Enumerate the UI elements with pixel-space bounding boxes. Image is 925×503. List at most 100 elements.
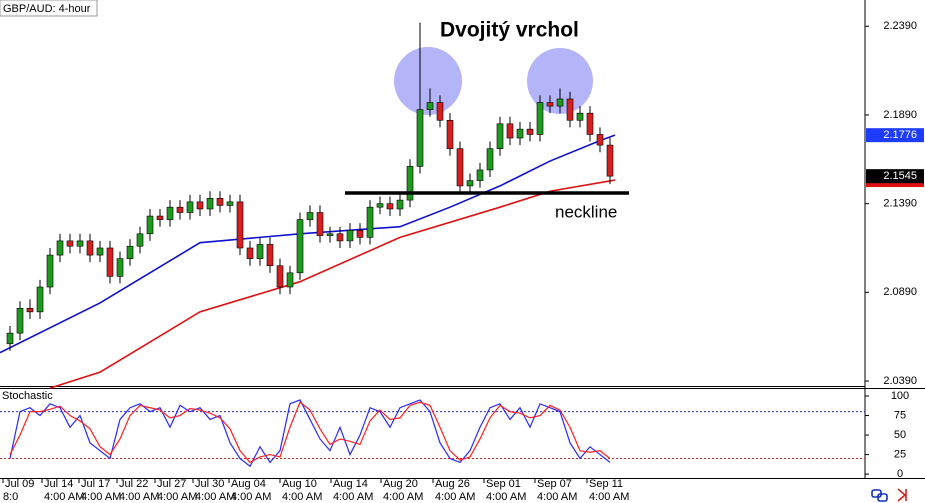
price-panel: 2.0390 2.0890 2.1390 2.1890 2.2390 Jul 098:0 J… [0, 20, 924, 503]
symbol-box [0, 0, 98, 17]
candle-body [326, 233, 334, 236]
candle-body [476, 169, 484, 181]
x-tick-label: Aug 04 [231, 478, 266, 490]
x-tick-time: 4:00 AM [537, 491, 577, 503]
candle-body [276, 265, 284, 288]
candle-body [336, 233, 344, 242]
candle-body [146, 215, 154, 235]
y-tick-label: 25 [894, 448, 906, 460]
y-tick-label: 75 [894, 409, 906, 421]
stochastic-line [9, 399, 611, 468]
annotation-neckline: neckline [555, 202, 617, 221]
x-tick-time: 4:00 AM [231, 491, 271, 503]
link-icon[interactable] [877, 493, 888, 502]
candle-body [186, 201, 194, 213]
candle-body [266, 244, 274, 267]
indicator-box [0, 389, 58, 403]
candle-body [546, 102, 554, 107]
candle-body [376, 203, 384, 208]
y-tick-label: 2.0890 [883, 286, 917, 298]
candle-body [256, 244, 264, 259]
candle-body [96, 247, 104, 256]
x-tick-time: 4:00 AM [195, 491, 235, 503]
y-tick-label: 100 [891, 390, 909, 402]
candle-body [116, 258, 124, 277]
candle-body [346, 229, 354, 242]
candle-body [76, 240, 84, 247]
x-tick-label: Jul 27 [157, 478, 186, 490]
candle-body [396, 199, 404, 210]
candle-body [86, 240, 94, 256]
price-tag-label: 2.1776 [883, 129, 917, 141]
x-tick-label: Jul 17 [81, 478, 110, 490]
x-tick-time: 4:00 AM [333, 491, 373, 503]
x-tick-label: Jul 14 [44, 478, 73, 490]
candle-body [516, 128, 524, 139]
candle-body [596, 134, 604, 146]
scroll-end-icon[interactable] [897, 488, 907, 502]
candle-body [556, 98, 564, 107]
price-tag [866, 128, 924, 143]
candle-body [286, 272, 294, 288]
candle-body [426, 102, 434, 110]
highlight-circle [394, 47, 462, 115]
candle-body [216, 198, 224, 206]
candle-body [486, 148, 494, 171]
candle-body [446, 119, 454, 149]
candle-body [56, 240, 64, 256]
x-tick-time: 4:00 AM [119, 491, 159, 503]
candle-body [36, 286, 44, 313]
candle-body [6, 332, 14, 345]
y-tick-label: 2.2390 [883, 20, 917, 32]
candle-body [166, 206, 174, 220]
candle-body [296, 219, 304, 274]
x-tick-label: Jul 22 [119, 478, 148, 490]
stochastic-line [9, 401, 611, 464]
x-tick-label: Jul 30 [195, 478, 224, 490]
x-tick-label: Sep 07 [537, 478, 572, 490]
candle-body [586, 112, 594, 135]
x-tick-label: Aug 20 [383, 478, 418, 490]
candle-body [606, 144, 614, 177]
x-tick-label: Sep 01 [486, 478, 521, 490]
candle-body [576, 112, 584, 121]
candle-body [436, 102, 444, 121]
x-tick-time: 4:00 AM [383, 491, 423, 503]
candle-body [226, 201, 234, 206]
candle-body [176, 206, 184, 213]
price-tag-label: 2.1545 [883, 170, 917, 182]
annotation-title: Dvojitý vrchol [440, 19, 579, 42]
y-tick-label: 2.1390 [883, 198, 917, 210]
highlight-circle [527, 48, 593, 114]
candle-body [416, 109, 424, 167]
candle-body [526, 128, 534, 135]
candle-body [506, 123, 514, 139]
symbol-label: GBP/AUD: 4-hour [3, 3, 91, 15]
candle-body [386, 203, 394, 210]
candle-body [106, 247, 114, 277]
candle-body [306, 212, 314, 220]
candle-body [566, 98, 574, 121]
x-tick-label: Sep 11 [589, 478, 623, 490]
candle-body [366, 206, 374, 238]
x-tick-time: 4:00 AM [81, 491, 121, 503]
x-tick-label: Aug 10 [282, 478, 317, 490]
candle-body [406, 166, 414, 201]
candle-body [456, 148, 464, 187]
stochastic-panel: 0 25 50 75 100 [0, 390, 909, 480]
x-tick-label: Aug 26 [435, 478, 470, 490]
x-tick-label: Aug 14 [333, 478, 368, 490]
moving-average [0, 134, 616, 354]
x-tick-time: 4:00 AM [282, 491, 322, 503]
candle-body [536, 102, 544, 135]
price-tag [866, 169, 924, 184]
x-tick-label: Jul 09 [5, 478, 34, 490]
candle-body [316, 212, 324, 236]
candle-body [66, 240, 74, 247]
toolbar-icons[interactable] [871, 488, 907, 502]
x-tick-time: 8:0 [3, 491, 18, 503]
y-tick-label: 50 [894, 429, 906, 441]
